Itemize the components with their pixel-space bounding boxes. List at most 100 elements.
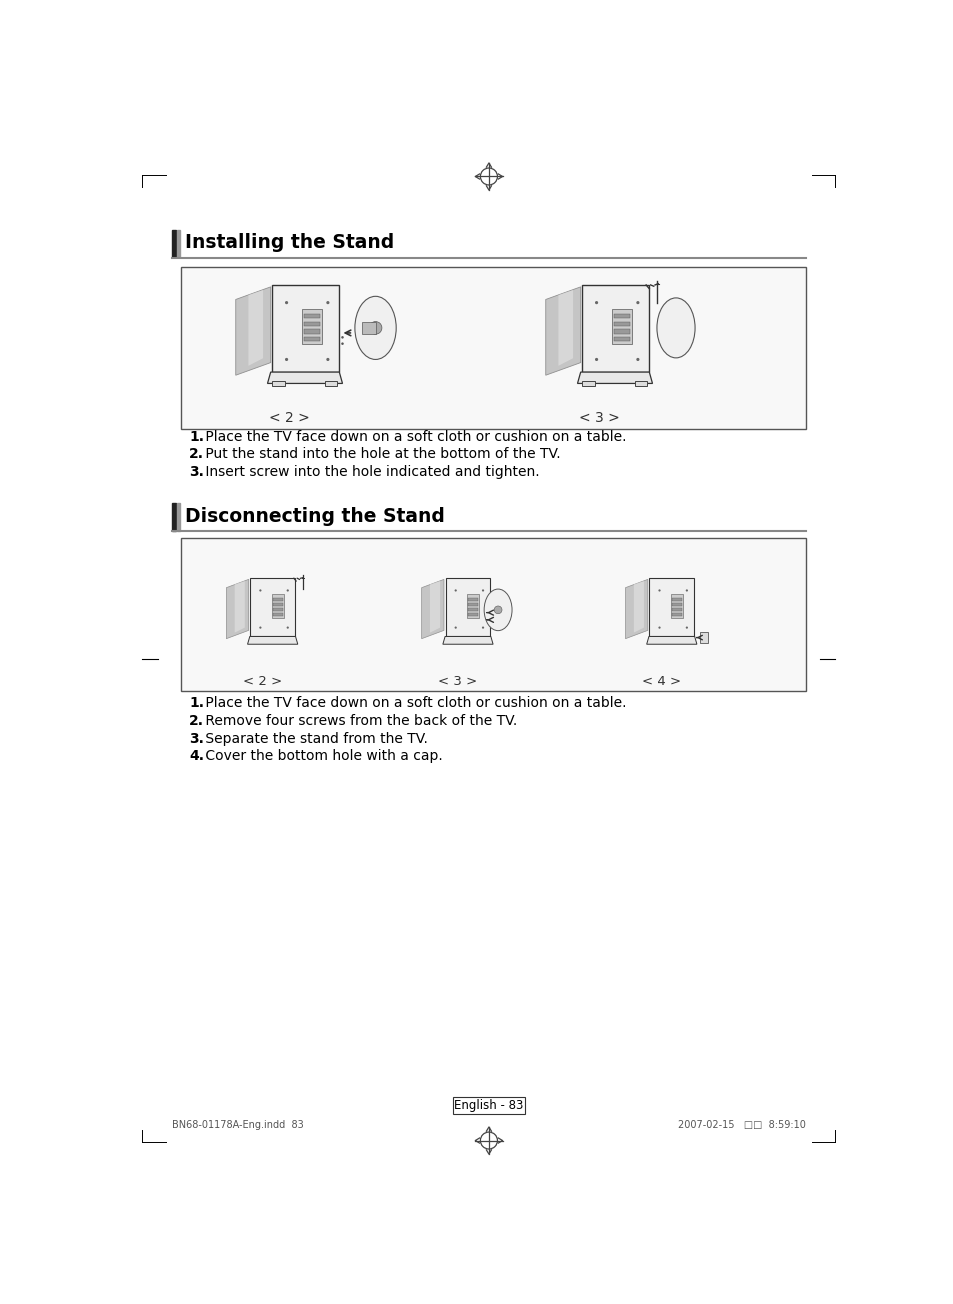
Bar — [671, 604, 681, 606]
Circle shape — [636, 301, 639, 304]
Text: Put the stand into the hole at the bottom of the TV.: Put the stand into the hole at the botto… — [200, 447, 559, 462]
Text: Cover the bottom hole with a cap.: Cover the bottom hole with a cap. — [200, 750, 442, 763]
Bar — [614, 336, 629, 342]
Bar — [466, 595, 478, 618]
Circle shape — [658, 626, 659, 629]
Text: 1.: 1. — [189, 696, 204, 711]
Bar — [445, 578, 490, 636]
Bar — [581, 381, 594, 386]
Bar — [634, 381, 647, 386]
Text: Disconnecting the Stand: Disconnecting the Stand — [185, 506, 444, 526]
Text: 3.: 3. — [189, 466, 204, 479]
Text: < 3 >: < 3 > — [437, 675, 477, 689]
Polygon shape — [247, 636, 297, 644]
Circle shape — [658, 589, 659, 592]
Circle shape — [286, 589, 289, 592]
Text: < 3 >: < 3 > — [578, 411, 619, 425]
Text: 4.: 4. — [189, 750, 204, 763]
Bar — [468, 608, 477, 612]
Bar — [272, 595, 284, 618]
Text: Installing the Stand: Installing the Stand — [185, 233, 394, 252]
Bar — [468, 599, 477, 601]
Ellipse shape — [657, 297, 695, 357]
Circle shape — [259, 589, 261, 592]
Polygon shape — [226, 579, 249, 639]
Polygon shape — [235, 287, 271, 376]
Polygon shape — [625, 579, 647, 639]
Bar — [304, 336, 319, 342]
Text: 2.: 2. — [189, 447, 204, 462]
Bar — [324, 381, 337, 386]
Polygon shape — [646, 636, 697, 644]
Bar — [181, 539, 805, 691]
Bar — [250, 578, 294, 636]
Polygon shape — [558, 289, 573, 365]
Text: English - 83: English - 83 — [454, 1098, 523, 1111]
Circle shape — [636, 357, 639, 361]
Polygon shape — [633, 582, 643, 632]
Circle shape — [285, 357, 288, 361]
Bar — [302, 309, 321, 344]
Text: < 2 >: < 2 > — [269, 411, 310, 425]
Text: 1.: 1. — [189, 430, 204, 443]
Circle shape — [454, 626, 456, 629]
Bar — [612, 309, 631, 344]
Bar — [172, 503, 175, 531]
Bar — [177, 503, 179, 531]
Circle shape — [595, 357, 598, 361]
Bar — [468, 613, 477, 615]
Polygon shape — [421, 579, 443, 639]
Bar — [272, 381, 284, 386]
Bar — [699, 632, 707, 643]
Polygon shape — [234, 582, 245, 632]
Bar — [273, 613, 282, 615]
Bar — [272, 286, 338, 372]
Text: 3.: 3. — [189, 732, 204, 746]
Circle shape — [341, 336, 343, 339]
Bar — [453, 1097, 524, 1114]
Circle shape — [685, 589, 687, 592]
Ellipse shape — [483, 589, 512, 631]
Bar — [273, 604, 282, 606]
Bar — [181, 267, 805, 429]
Text: Separate the stand from the TV.: Separate the stand from the TV. — [200, 732, 427, 746]
Circle shape — [685, 626, 687, 629]
Bar — [304, 329, 319, 334]
Text: BN68-01178A-Eng.indd  83: BN68-01178A-Eng.indd 83 — [172, 1120, 303, 1131]
Bar — [671, 608, 681, 612]
Text: Remove four screws from the back of the TV.: Remove four screws from the back of the … — [200, 713, 517, 728]
Polygon shape — [577, 372, 652, 383]
Circle shape — [259, 626, 261, 629]
Bar — [468, 604, 477, 606]
Polygon shape — [430, 582, 439, 632]
Polygon shape — [267, 372, 342, 383]
Text: Place the TV face down on a soft cloth or cushion on a table.: Place the TV face down on a soft cloth o… — [200, 696, 625, 711]
Text: 2.: 2. — [189, 713, 204, 728]
Bar — [670, 595, 682, 618]
Ellipse shape — [355, 296, 395, 360]
Polygon shape — [545, 287, 580, 376]
Circle shape — [454, 589, 456, 592]
Circle shape — [341, 343, 343, 346]
Bar — [304, 314, 319, 318]
Circle shape — [595, 301, 598, 304]
Bar — [273, 599, 282, 601]
Text: Insert screw into the hole indicated and tighten.: Insert screw into the hole indicated and… — [200, 466, 538, 479]
Bar — [649, 578, 694, 636]
Bar — [671, 613, 681, 615]
Bar — [273, 608, 282, 612]
Text: 2007-02-15   □□  8:59:10: 2007-02-15 □□ 8:59:10 — [678, 1120, 805, 1131]
Text: Place the TV face down on a soft cloth or cushion on a table.: Place the TV face down on a soft cloth o… — [200, 430, 625, 443]
Polygon shape — [442, 636, 493, 644]
Polygon shape — [248, 289, 263, 365]
Circle shape — [369, 322, 381, 334]
Bar — [614, 329, 629, 334]
Circle shape — [481, 626, 483, 629]
Bar — [614, 322, 629, 326]
Bar — [172, 230, 175, 257]
Text: < 2 >: < 2 > — [243, 675, 282, 689]
Circle shape — [481, 589, 483, 592]
Bar — [614, 314, 629, 318]
Bar — [304, 322, 319, 326]
Bar — [671, 599, 681, 601]
